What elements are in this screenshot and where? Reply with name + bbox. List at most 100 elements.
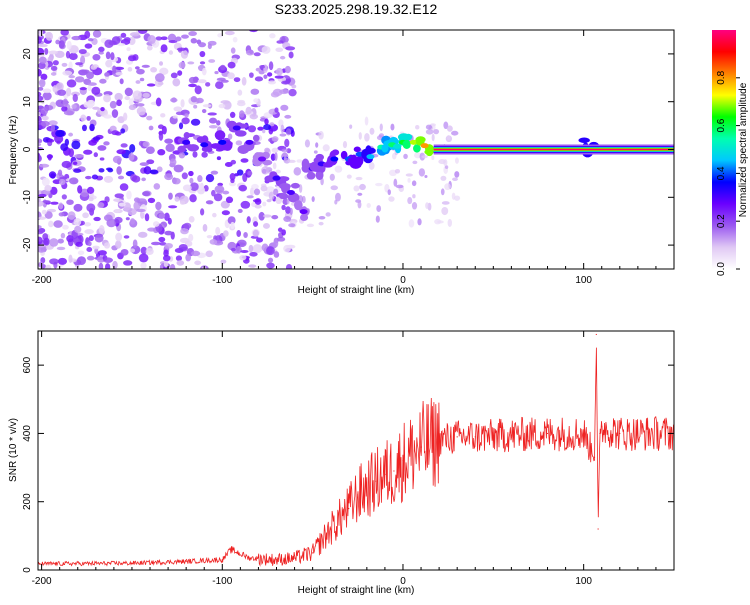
spectrogram-cell bbox=[184, 113, 189, 118]
spectrogram-steady-line bbox=[433, 148, 674, 151]
spectrogram-cell bbox=[112, 155, 122, 164]
spectrogram-cell bbox=[38, 111, 41, 117]
spectrogram-cell bbox=[103, 114, 112, 119]
spectrogram-cell bbox=[266, 199, 272, 203]
spectrogram-cell bbox=[260, 185, 268, 192]
spectrogram-cell bbox=[180, 227, 189, 235]
spectrogram-cell bbox=[369, 127, 375, 135]
spectrogram-cell bbox=[165, 143, 175, 153]
spectrogram-cell bbox=[201, 146, 211, 153]
spectrogram-cell bbox=[52, 60, 59, 66]
spectrogram-cell bbox=[415, 136, 426, 144]
spectrogram-cell bbox=[267, 257, 274, 263]
spectrogram-cell bbox=[105, 51, 111, 60]
spectrogram-cell bbox=[412, 160, 418, 165]
spectrogram-cell bbox=[53, 220, 63, 228]
spectrogram-cell bbox=[74, 154, 84, 158]
spectrogram-cell bbox=[160, 44, 168, 53]
spectrogram-cell bbox=[443, 121, 449, 130]
spectrogram-cell bbox=[48, 120, 58, 126]
spectrogram-cell bbox=[98, 51, 104, 55]
spectrogram-cell bbox=[217, 33, 224, 38]
spectrogram-cell bbox=[291, 84, 297, 89]
spectrogram-cell bbox=[194, 260, 202, 266]
spectrogram-cell bbox=[255, 237, 264, 243]
snr-point bbox=[595, 333, 597, 336]
spectrogram-cell bbox=[397, 133, 410, 141]
spectrogram-cell bbox=[81, 124, 87, 132]
spectrogram-cell bbox=[224, 30, 235, 36]
spectrogram-cell bbox=[99, 78, 107, 84]
spectrogram-cell bbox=[239, 110, 245, 118]
spectrogram-cell bbox=[290, 182, 300, 189]
spectrogram-cell bbox=[190, 96, 198, 103]
spectrogram-cell bbox=[42, 91, 52, 101]
spectrogram-cell bbox=[193, 104, 198, 109]
spectrogram-peak bbox=[218, 139, 227, 145]
spectrogram-cell bbox=[83, 222, 92, 227]
spectrogram-cell bbox=[318, 130, 324, 140]
spectrogram-cell bbox=[57, 257, 68, 265]
spectrogram-cell bbox=[86, 255, 95, 261]
spectrogram-cell bbox=[441, 206, 449, 216]
spectrogram-cell bbox=[142, 141, 150, 148]
spectrogram-cell bbox=[161, 125, 167, 135]
spectrogram-cell bbox=[150, 241, 161, 246]
spectrogram-cell bbox=[279, 55, 286, 60]
spectrogram-cell bbox=[114, 216, 123, 224]
spectrogram-cell bbox=[240, 249, 249, 253]
spectrogram-cell bbox=[145, 146, 155, 155]
spectrogram-cell bbox=[87, 85, 92, 91]
spectrogram-cell bbox=[280, 104, 289, 111]
spectrogram-cell bbox=[141, 177, 146, 182]
spectrogram-cell bbox=[38, 138, 43, 143]
spectrogram-cell bbox=[97, 202, 105, 208]
spectrogram-cell bbox=[187, 61, 195, 65]
spectrogram-cell bbox=[219, 64, 226, 71]
snr-x-axis-label: Height of straight line (km) bbox=[298, 585, 415, 596]
spectrogram-cell bbox=[38, 225, 42, 229]
spectrogram-peak bbox=[299, 209, 308, 215]
spectrogram-x-tick-label: 0 bbox=[400, 275, 406, 286]
spectrogram-cell bbox=[259, 65, 265, 69]
spectrogram-cell bbox=[402, 140, 411, 146]
spectrogram-cell bbox=[235, 246, 242, 254]
spectrogram-cell bbox=[253, 221, 259, 227]
spectrogram-cell bbox=[123, 235, 130, 239]
spectrogram-cell bbox=[181, 172, 188, 180]
spectrogram-cell bbox=[128, 152, 135, 161]
spectrogram-cell bbox=[62, 224, 69, 230]
spectrogram-cell bbox=[245, 49, 255, 56]
spectrogram-cell bbox=[273, 188, 279, 196]
spectrogram-cell bbox=[38, 115, 42, 124]
spectrogram-cell bbox=[182, 184, 192, 192]
spectrogram-cell bbox=[164, 173, 174, 181]
spectrogram-x-tick-label: -100 bbox=[212, 275, 232, 286]
spectrogram-cell bbox=[84, 229, 94, 235]
spectrogram-cell bbox=[254, 204, 262, 209]
spectrogram-cell bbox=[288, 223, 296, 228]
spectrogram-cell bbox=[306, 171, 316, 180]
spectrogram-cell bbox=[125, 217, 130, 221]
spectrogram-cell bbox=[358, 132, 362, 140]
spectrogram-cell bbox=[238, 184, 248, 192]
spectrogram-cell bbox=[247, 170, 253, 176]
spectrogram-cell bbox=[346, 174, 352, 179]
spectrogram-peak bbox=[286, 190, 295, 196]
spectrogram-cell bbox=[68, 52, 78, 61]
spectrogram-cell bbox=[39, 163, 50, 168]
spectrogram-cell bbox=[178, 122, 184, 130]
spectrogram-cell bbox=[188, 83, 197, 88]
spectrogram-cell bbox=[266, 246, 275, 256]
spectrogram-cell bbox=[232, 36, 238, 43]
spectrogram-cell bbox=[230, 159, 237, 165]
chart-title: S233.2025.298.19.32.E12 bbox=[275, 1, 438, 17]
spectrogram-cell bbox=[98, 168, 105, 173]
snr-point bbox=[312, 552, 314, 554]
spectrogram-cell bbox=[335, 192, 341, 202]
spectrogram-cell bbox=[157, 81, 164, 86]
spectrogram-cell bbox=[220, 100, 230, 104]
spectrogram-cell bbox=[66, 40, 72, 50]
spectrogram-cell bbox=[447, 218, 453, 227]
